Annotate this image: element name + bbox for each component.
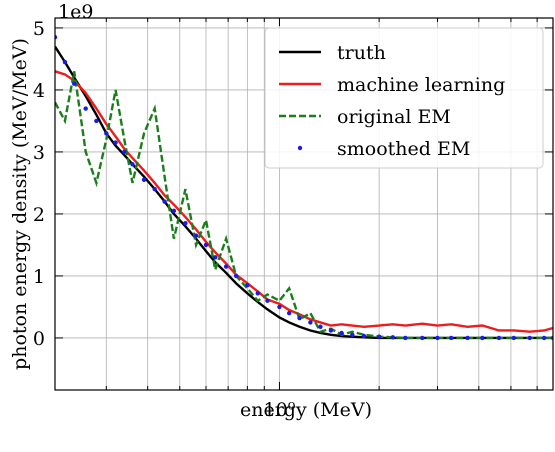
- y-tick-label: 0: [33, 328, 45, 350]
- legend-box: [264, 27, 544, 169]
- y-tick-label: 4: [33, 80, 45, 102]
- data-point: [465, 335, 470, 341]
- data-point: [245, 283, 250, 288]
- data-point: [113, 140, 118, 145]
- data-point: [361, 333, 367, 339]
- y-offset-text: 1e9: [58, 1, 93, 23]
- data-point: [527, 335, 532, 341]
- legend-label: original EM: [337, 106, 451, 128]
- legend-label: truth: [337, 42, 386, 64]
- data-point: [104, 131, 109, 136]
- y-axis-label: photon energy density (MeV/MeV): [9, 38, 31, 370]
- line: [55, 71, 553, 340]
- data-point: [286, 310, 292, 316]
- data-point: [480, 335, 485, 341]
- y-tick-label: 2: [33, 204, 45, 226]
- data-point: [130, 162, 135, 167]
- data-point: [255, 291, 260, 296]
- data-point: [496, 335, 502, 341]
- legend-label: smoothed EM: [337, 138, 470, 160]
- data-point: [448, 335, 454, 341]
- plot-frame: [54, 17, 554, 391]
- data-point: [350, 332, 355, 338]
- data-point: [420, 335, 425, 341]
- data-point: [152, 186, 157, 192]
- y-tick-label: 3: [33, 142, 45, 164]
- data-point: [318, 324, 323, 329]
- data-point: [435, 335, 440, 341]
- data-point: [511, 335, 516, 341]
- data-point: [308, 320, 313, 325]
- data-point: [541, 335, 547, 341]
- data-point: [213, 255, 218, 260]
- legend-marker: [297, 145, 303, 151]
- y-tick-label: 5: [33, 18, 45, 40]
- data-point: [171, 208, 177, 214]
- data-point: [339, 330, 344, 336]
- data-point: [403, 335, 408, 341]
- data-point: [183, 221, 188, 226]
- data-point: [265, 298, 270, 303]
- data-point: [203, 242, 209, 248]
- plot-area: [55, 35, 553, 341]
- data-point: [162, 199, 167, 204]
- legend-label: machine learning: [337, 74, 505, 96]
- x-tick-label: 10⁰: [264, 399, 296, 421]
- x-axis-label: energy (MeV): [240, 399, 372, 421]
- data-point: [122, 149, 127, 155]
- data-point: [390, 335, 396, 340]
- y-tick-label: 1: [33, 266, 45, 288]
- data-point: [277, 304, 282, 310]
- data-point: [141, 177, 147, 183]
- data-point: [328, 328, 334, 333]
- data-point: [83, 106, 88, 111]
- data-point: [233, 273, 239, 279]
- data-point: [94, 118, 99, 124]
- data-point: [376, 334, 382, 339]
- data-point: [72, 81, 77, 86]
- data-point: [223, 264, 229, 269]
- data-point: [297, 315, 302, 321]
- data-point: [62, 59, 68, 65]
- data-point: [193, 233, 199, 238]
